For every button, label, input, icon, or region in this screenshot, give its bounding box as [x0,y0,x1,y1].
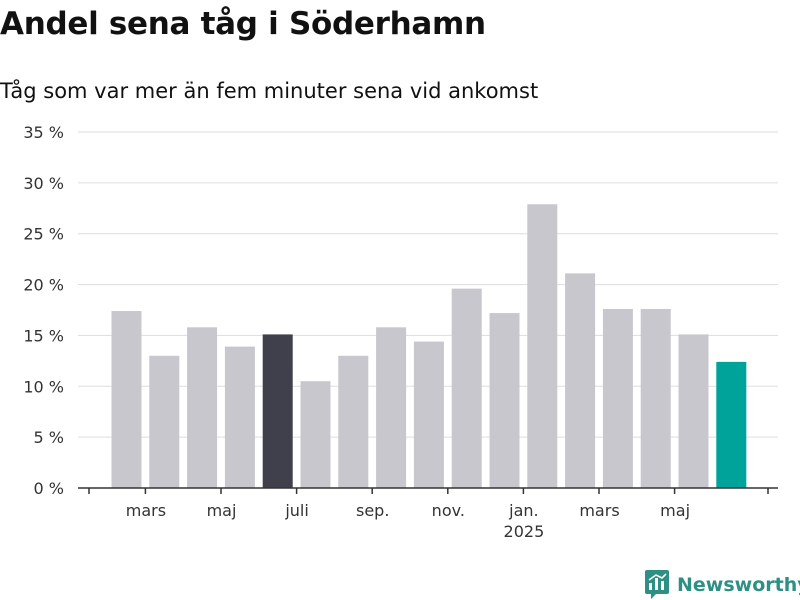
bar-chart: 0 % 5 % 10 % 15 % 20 % 25 % 30 % 35 % mars maj ju… [23,123,778,541]
bar [338,355,369,488]
bar [451,288,482,488]
bar [111,311,142,488]
x-tick-label: mars [579,501,619,520]
bar [300,381,331,488]
y-tick-label: 30 % [23,174,64,193]
x-tick-label: maj [660,501,690,520]
x-tick-label: nov. [432,501,465,520]
y-tick-label: 0 % [34,479,64,498]
x-tick-label: jan. [508,501,538,520]
x-axis [78,487,778,494]
y-tick-label: 5 % [34,428,64,447]
bar [262,334,293,488]
bar [678,334,709,488]
chart-subtitle: Tåg som var mer än fem minuter sena vid … [0,79,539,103]
y-tick-label: 25 % [23,225,64,244]
bars [111,204,747,488]
y-tick-label: 20 % [23,276,64,295]
x-tick-labels: mars maj juli sep. nov. jan. 2025 mars maj [126,501,690,541]
bar [640,308,671,488]
y-tick-labels: 0 % 5 % 10 % 15 % 20 % 25 % 30 % 35 % [23,123,64,498]
y-tick-label: 10 % [23,377,64,396]
y-tick-label: 15 % [23,326,64,345]
logo-text: Newsworthy [677,574,800,596]
x-tick-label: maj [207,501,237,520]
chart-title: Andel sena tåg i Söderhamn [0,6,486,42]
bar [565,273,596,488]
y-tick-label: 35 % [23,123,64,142]
x-tick-label: juli [284,501,308,520]
bar [149,355,180,488]
bar [376,327,407,488]
bar [602,308,633,488]
bar [413,341,444,488]
newsworthy-chart-icon [645,570,669,599]
bar [489,313,520,488]
bar [716,361,747,488]
bar [187,327,218,488]
x-tick-label: mars [126,501,166,520]
bar [224,346,255,488]
x-tick-label: sep. [356,501,389,520]
x-tick-sublabel: 2025 [504,522,545,541]
newsworthy-logo: Newsworthy [645,570,800,600]
bar [527,204,558,488]
